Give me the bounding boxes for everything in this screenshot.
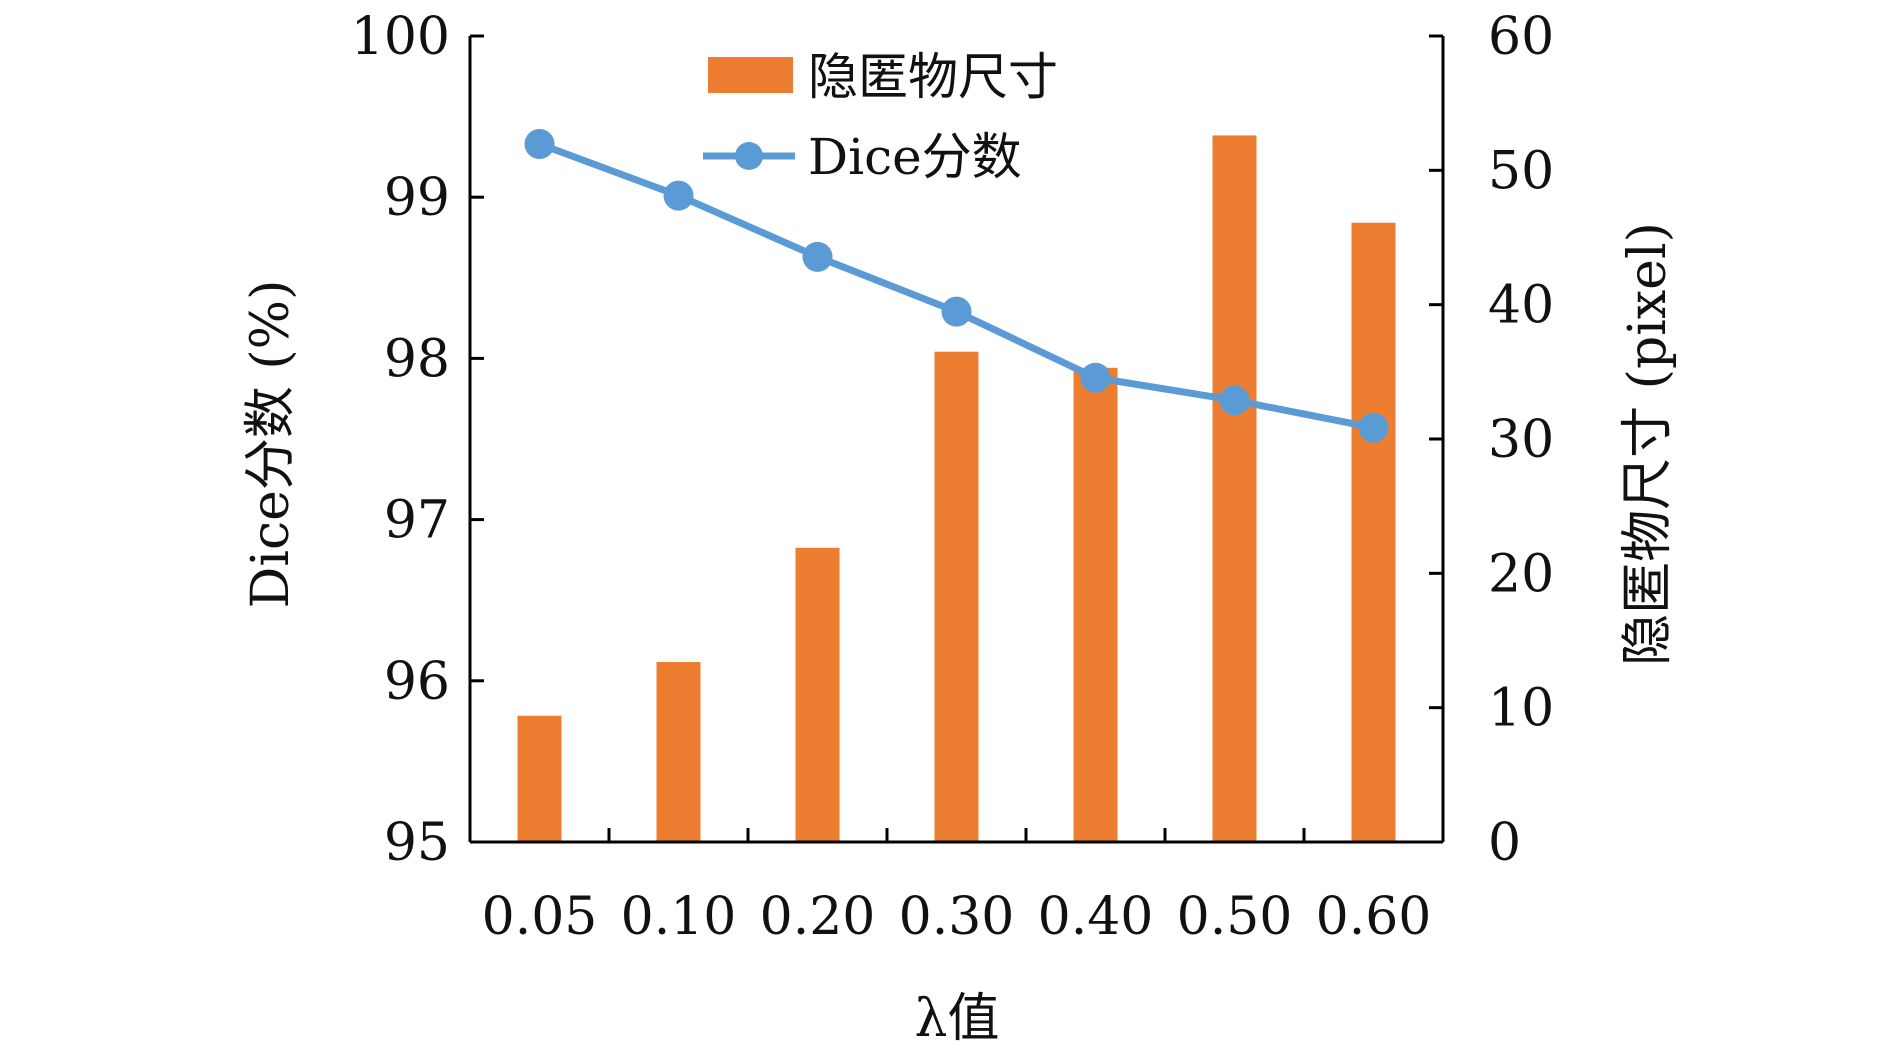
y-left-tick-label-2: 97 [384,491,450,551]
y-left-axis-title: Dice分数 (%) [241,280,301,609]
dice-point-4 [1080,362,1111,393]
y-left-tick-label-0: 95 [384,813,450,873]
legend-line-label: Dice分数 [808,128,1022,186]
x-tick-label-5: 0.50 [1177,887,1293,947]
line-layer [524,129,1389,443]
y-left-tick-label-4: 99 [384,168,450,228]
dice-point-0 [524,129,555,160]
bar-2 [795,547,840,842]
y-right-tick-label-0: 0 [1488,813,1521,873]
x-tick-label-4: 0.40 [1038,887,1154,947]
labels-layer: 95 96 97 98 99 100 0 10 20 30 40 50 60 0.05 0.10 0.20 0.… [351,7,1554,947]
x-tick-label-0: 0.05 [482,887,598,947]
legend: 隐匿物尺寸 Dice分数 [703,48,1058,186]
y-right-tick-label-5: 50 [1488,141,1554,201]
y-right-tick-label-6: 60 [1488,7,1554,67]
y-left-tick-label-3: 98 [384,329,450,389]
y-right-tick-label-4: 40 [1488,276,1554,336]
dice-point-3 [941,296,972,327]
bar-3 [934,351,979,842]
legend-bar-swatch [708,57,793,93]
y-left-tick-label-1: 96 [384,652,450,712]
x-tick-label-1: 0.10 [621,887,737,947]
x-axis-title: λ值 [915,989,1000,1049]
y-right-axis-title: 隐匿物尺寸 (pixel) [1618,222,1678,666]
bar-1 [656,661,701,842]
x-tick-label-6: 0.60 [1316,887,1432,947]
axes-layer [468,34,1445,844]
dice-point-2 [802,241,833,272]
bar-0 [517,715,562,842]
dice-point-1 [663,180,694,211]
bars-layer [517,135,1396,842]
x-tick-label-3: 0.30 [899,887,1015,947]
y-right-tick-label-2: 20 [1488,544,1554,604]
bar-5 [1212,135,1257,842]
dice-point-5 [1219,385,1250,416]
y-right-tick-label-3: 30 [1488,410,1554,470]
bar-6 [1351,222,1396,842]
legend-line-marker [735,142,763,170]
dice-point-6 [1358,412,1389,443]
legend-bar-label: 隐匿物尺寸 [808,48,1058,106]
y-right-tick-label-1: 10 [1488,679,1554,739]
bar-4 [1073,367,1118,842]
x-tick-label-2: 0.20 [760,887,876,947]
y-left-tick-label-5: 100 [351,7,450,67]
